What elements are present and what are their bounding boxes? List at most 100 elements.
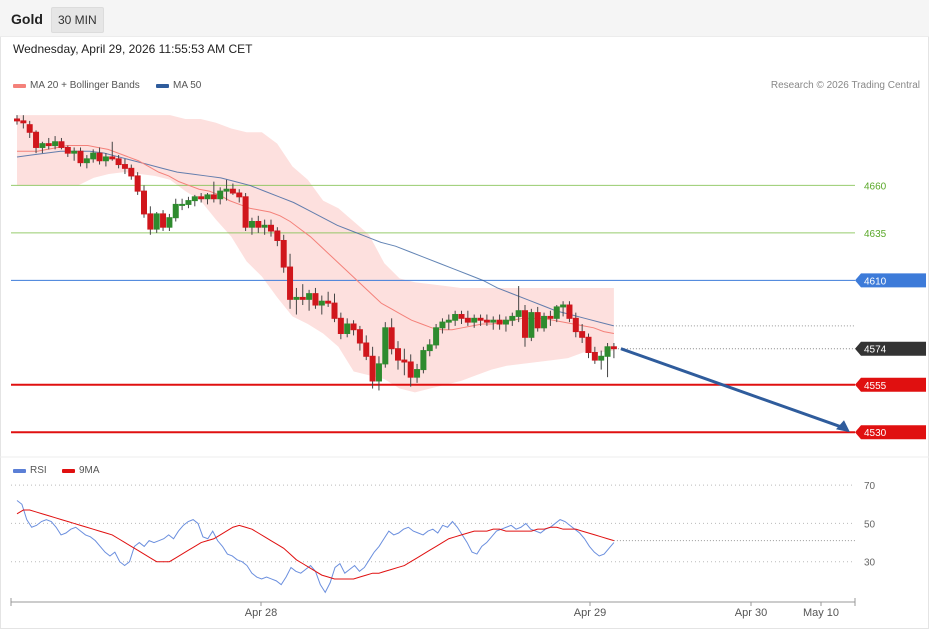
legend-rsi-ma: 9MA	[62, 465, 100, 476]
candle-body	[39, 143, 46, 148]
candle	[560, 301, 567, 317]
candle-body	[433, 327, 440, 346]
candle	[547, 310, 554, 326]
candle-body	[515, 310, 522, 317]
candle	[121, 158, 128, 175]
level-tag-4555	[855, 377, 926, 392]
candle-body	[528, 312, 535, 338]
candle	[414, 363, 421, 383]
candle	[287, 253, 294, 309]
ma20-swatch	[13, 83, 26, 88]
candle-body	[268, 224, 274, 232]
candle	[39, 141, 46, 154]
legend-rsi-label: RSI	[30, 465, 47, 476]
candle	[337, 312, 344, 340]
candle-body	[90, 152, 97, 160]
candle-body	[312, 293, 319, 306]
candle-body	[26, 124, 33, 133]
candle	[109, 141, 116, 161]
candle-body	[356, 329, 363, 344]
candle	[242, 193, 249, 231]
candle	[268, 219, 274, 237]
legend-ma50-label: MA 50	[173, 80, 202, 91]
candle	[90, 149, 97, 163]
ma50-swatch	[156, 83, 169, 88]
ma50-line	[16, 150, 615, 327]
candle-body	[426, 344, 433, 352]
candle-body	[287, 266, 294, 300]
candle-body	[236, 192, 243, 198]
candle	[534, 306, 541, 332]
candle	[604, 342, 611, 378]
candle	[318, 295, 325, 315]
candle	[306, 289, 313, 311]
candle-body	[522, 310, 528, 338]
timeframe-selector[interactable]: 30 MIN	[51, 7, 104, 33]
candle	[541, 312, 548, 332]
candle-body	[585, 336, 592, 353]
candle-body	[141, 190, 147, 215]
candle	[382, 322, 389, 368]
candle-body	[52, 141, 59, 147]
candle-body	[223, 188, 230, 192]
candle-body	[439, 321, 446, 329]
candle-body	[96, 152, 103, 162]
rsi-ma-swatch	[62, 468, 75, 473]
rsi-tick-30: 30	[864, 558, 876, 569]
candle-body	[179, 203, 186, 206]
x-tick-label: Apr 30	[735, 607, 767, 619]
candle	[115, 155, 122, 169]
candle-body	[229, 188, 236, 194]
rsi-tick-70: 70	[864, 481, 876, 492]
candle	[325, 291, 332, 307]
candle-body	[83, 158, 90, 164]
candle	[96, 147, 103, 165]
candle-body	[33, 131, 40, 148]
candle-body	[388, 327, 395, 350]
candle-body	[331, 302, 338, 319]
candle-body	[560, 304, 567, 308]
candle	[375, 356, 382, 391]
candle-body	[198, 196, 205, 200]
rsi-swatch	[13, 468, 26, 473]
candle	[433, 324, 440, 349]
x-tick-label: Apr 29	[574, 607, 606, 619]
candle	[274, 227, 281, 247]
candle-body	[337, 317, 344, 335]
candle-body	[363, 342, 370, 357]
level-label-4610: 4610	[864, 276, 887, 287]
candle	[458, 310, 465, 325]
candle-body	[191, 196, 198, 202]
candle-body	[134, 175, 141, 192]
candle	[483, 314, 490, 326]
level-tag-4530	[855, 425, 926, 440]
candle-body	[45, 143, 52, 147]
candle	[147, 206, 154, 235]
candle-body	[102, 156, 109, 162]
candle-body	[572, 317, 579, 333]
candle	[248, 217, 255, 235]
candle	[471, 314, 478, 328]
candle-body	[610, 346, 617, 350]
candle-body	[293, 296, 300, 300]
candle-body	[452, 314, 459, 321]
candles	[14, 115, 617, 391]
candle	[464, 310, 471, 326]
candle-body	[109, 156, 116, 160]
candle-body	[121, 164, 128, 169]
candle-body	[591, 351, 598, 361]
legend-ma50: MA 50	[156, 80, 201, 91]
candle	[420, 346, 427, 374]
candle	[566, 301, 573, 323]
candle	[52, 136, 59, 150]
candle	[350, 320, 357, 336]
candle-body	[185, 200, 192, 205]
candle	[210, 181, 217, 203]
instrument-title: Gold	[11, 11, 43, 27]
candle	[58, 137, 65, 150]
candle	[401, 348, 408, 376]
candle	[490, 316, 497, 330]
candle	[598, 350, 605, 370]
forecast-arrow-line	[620, 347, 843, 429]
